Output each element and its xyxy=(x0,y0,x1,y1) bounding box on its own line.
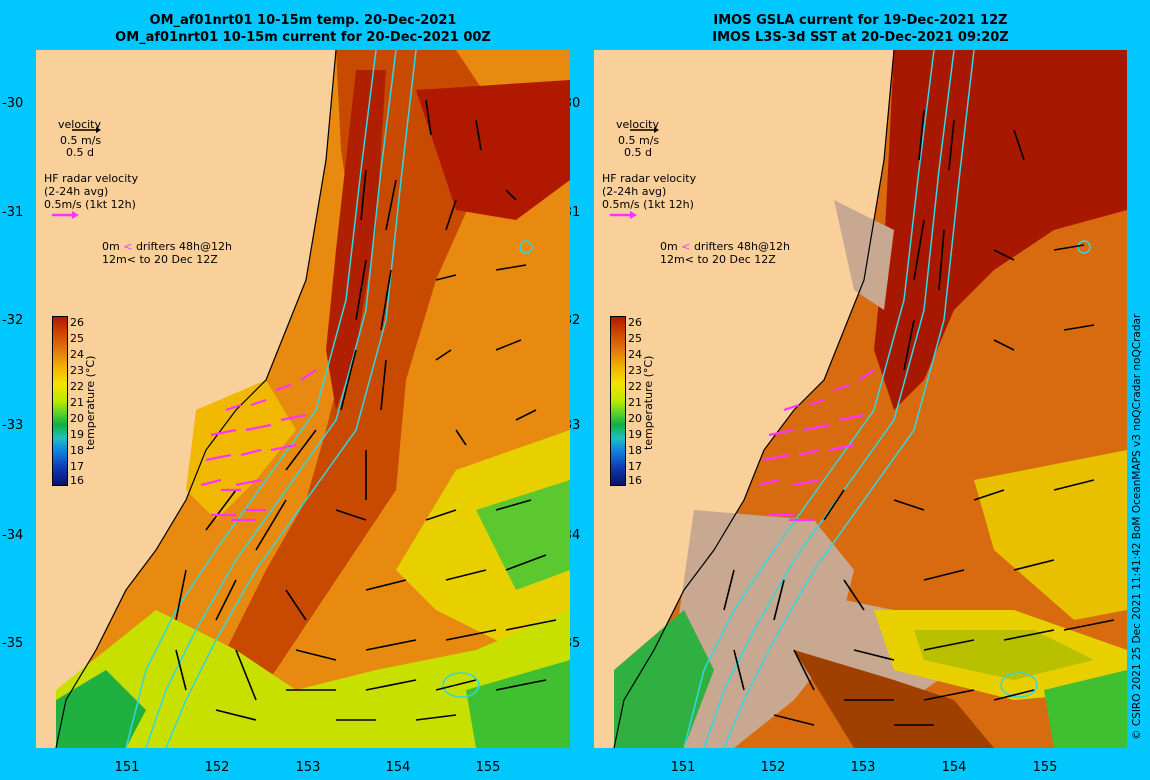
velocity-arrows xyxy=(723,109,1115,726)
hf-radar-legend-arrow xyxy=(52,211,79,219)
drifter-legend-line1: 0m < drifters 48h@12h xyxy=(660,240,790,253)
colorbar-tick: 23 xyxy=(628,364,642,377)
hf-radar-legend-scale: 0.5m/s (1kt 12h) xyxy=(44,198,136,211)
left-temperature-map xyxy=(55,50,570,748)
velocity-legend-title: velocity xyxy=(616,118,659,131)
x-tick-right: 153 xyxy=(850,760,876,775)
hf-radar-arrows xyxy=(758,369,875,522)
right-map-panel: velocity 0.5 m/s 0.5 d HF radar velocity… xyxy=(594,50,1127,748)
colorbar-tick: 16 xyxy=(628,474,642,487)
x-tick-left: 155 xyxy=(475,760,501,775)
colorbar-tick: 24 xyxy=(628,348,642,361)
drifter-legend-line1: 0m < drifters 48h@12h xyxy=(102,240,232,253)
y-tick-left: -31 xyxy=(2,205,24,220)
colorbar-tick: 24 xyxy=(70,348,84,361)
drifter-legend-line2: 12m< to 20 Dec 12Z xyxy=(102,253,218,266)
x-tick-left: 151 xyxy=(114,760,140,775)
x-tick-right: 155 xyxy=(1032,760,1058,775)
colorbar-tick: 21 xyxy=(70,396,84,409)
y-tick-left: -32 xyxy=(2,313,24,328)
colorbar-tick: 26 xyxy=(628,316,642,329)
colorbar-label: temperature (°C) xyxy=(642,355,655,450)
colorbar-tick: 16 xyxy=(70,474,84,487)
temperature-colorbar xyxy=(52,316,68,486)
hf-radar-legend-title: HF radar velocity xyxy=(602,172,697,185)
right-title-line2: IMOS L3S-3d SST at 20-Dec-2021 09:20Z xyxy=(712,30,1009,45)
credit-text: © CSIRO 2021 25 Dec 2021 11:41:42 BoM Oc… xyxy=(1131,313,1143,740)
hf-radar-legend-scale: 0.5m/s (1kt 12h) xyxy=(602,198,694,211)
velocity-legend-time: 0.5 d xyxy=(66,146,94,159)
x-tick-left: 152 xyxy=(204,760,230,775)
right-sst-map xyxy=(613,50,1127,748)
hf-radar-legend-arrow xyxy=(610,211,637,219)
colorbar-label: temperature (°C) xyxy=(84,355,97,450)
colorbar-tick: 17 xyxy=(70,460,84,473)
colorbar-tick: 20 xyxy=(70,412,84,425)
colorbar-tick: 22 xyxy=(70,380,84,393)
colorbar-tick: 25 xyxy=(628,332,642,345)
x-tick-right: 151 xyxy=(670,760,696,775)
hf-radar-legend-avg: (2-24h avg) xyxy=(602,185,667,198)
y-tick-left: -33 xyxy=(2,418,24,433)
velocity-arrows xyxy=(175,99,557,721)
colorbar-tick: 21 xyxy=(628,396,642,409)
y-tick-left: -35 xyxy=(2,636,24,651)
colorbar-tick: 20 xyxy=(628,412,642,425)
x-tick-right: 152 xyxy=(760,760,786,775)
x-tick-left: 153 xyxy=(295,760,321,775)
colorbar-tick: 18 xyxy=(70,444,84,457)
colorbar-tick: 25 xyxy=(70,332,84,345)
colorbar-tick: 19 xyxy=(70,428,84,441)
hf-radar-legend-title: HF radar velocity xyxy=(44,172,139,185)
x-tick-left: 154 xyxy=(385,760,411,775)
hf-radar-arrows xyxy=(200,369,317,522)
temperature-colorbar xyxy=(610,316,626,486)
colorbar-tick: 26 xyxy=(70,316,84,329)
hf-radar-legend-avg: (2-24h avg) xyxy=(44,185,109,198)
left-map-panel: velocity 0.5 m/s 0.5 d HF radar velocity… xyxy=(36,50,570,748)
colorbar-tick: 23 xyxy=(70,364,84,377)
colorbar-tick: 19 xyxy=(628,428,642,441)
y-tick-left: -30 xyxy=(2,96,24,111)
drifter-legend-line2: 12m< to 20 Dec 12Z xyxy=(660,253,776,266)
velocity-legend-arrow xyxy=(72,127,101,133)
colorbar-tick: 22 xyxy=(628,380,642,393)
right-panel-title: IMOS GSLA current for 19-Dec-2021 12Z IM… xyxy=(594,12,1127,46)
velocity-legend-title: velocity xyxy=(58,118,101,131)
y-tick-left: -34 xyxy=(2,528,24,543)
left-panel-title: OM_af01nrt01 10-15m temp. 20-Dec-2021 OM… xyxy=(36,12,570,46)
velocity-legend-scale: 0.5 m/s xyxy=(60,134,102,147)
right-title-line1: IMOS GSLA current for 19-Dec-2021 12Z xyxy=(713,13,1008,28)
colorbar-tick: 17 xyxy=(628,460,642,473)
left-title-line2: OM_af01nrt01 10-15m current for 20-Dec-2… xyxy=(115,30,491,45)
colorbar-tick: 18 xyxy=(628,444,642,457)
velocity-legend-arrow xyxy=(630,127,659,133)
velocity-legend-time: 0.5 d xyxy=(624,146,652,159)
x-tick-right: 154 xyxy=(941,760,967,775)
left-title-line1: OM_af01nrt01 10-15m temp. 20-Dec-2021 xyxy=(149,13,457,28)
velocity-legend-scale: 0.5 m/s xyxy=(618,134,660,147)
